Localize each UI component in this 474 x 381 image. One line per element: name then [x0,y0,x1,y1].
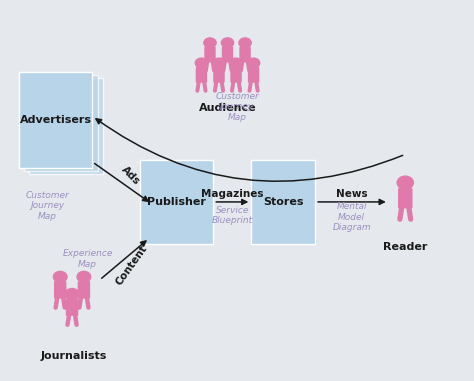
FancyBboxPatch shape [251,160,315,244]
Text: Ads: Ads [119,165,141,187]
Text: Mental
Model
Diagram: Mental Model Diagram [332,202,371,232]
FancyBboxPatch shape [239,47,251,62]
Text: Experience
Map: Experience Map [63,250,113,269]
FancyBboxPatch shape [19,72,92,168]
FancyBboxPatch shape [29,78,103,174]
FancyBboxPatch shape [213,67,225,83]
Circle shape [54,271,67,282]
FancyArrowPatch shape [96,119,403,181]
FancyBboxPatch shape [248,67,259,83]
FancyBboxPatch shape [204,47,216,62]
FancyBboxPatch shape [196,67,207,83]
Text: Customer
Journey
Map: Customer Journey Map [215,92,259,122]
Circle shape [221,38,234,48]
FancyBboxPatch shape [222,47,233,62]
Circle shape [247,58,260,68]
Text: News: News [336,189,367,199]
Circle shape [65,288,79,299]
Text: Advertisers: Advertisers [20,115,91,125]
Text: Publisher: Publisher [147,197,206,207]
FancyBboxPatch shape [24,75,98,171]
FancyBboxPatch shape [66,298,78,316]
FancyBboxPatch shape [230,67,242,83]
Circle shape [204,38,216,48]
Text: Service
Blueprint: Service Blueprint [212,206,253,225]
Text: Customer
Journey
Map: Customer Journey Map [26,191,69,221]
Circle shape [195,58,208,68]
Text: Audience: Audience [199,103,256,113]
Text: Magazines: Magazines [201,189,264,199]
FancyBboxPatch shape [54,281,66,299]
Text: Content: Content [114,243,149,287]
Text: Reader: Reader [383,242,428,252]
FancyBboxPatch shape [140,160,213,244]
Text: Stores: Stores [263,197,303,207]
Text: Journalists: Journalists [40,351,107,360]
Circle shape [239,38,251,48]
Circle shape [77,271,91,282]
FancyBboxPatch shape [398,188,412,208]
Circle shape [397,176,413,189]
Circle shape [230,58,242,68]
FancyBboxPatch shape [78,281,90,299]
Circle shape [213,58,225,68]
